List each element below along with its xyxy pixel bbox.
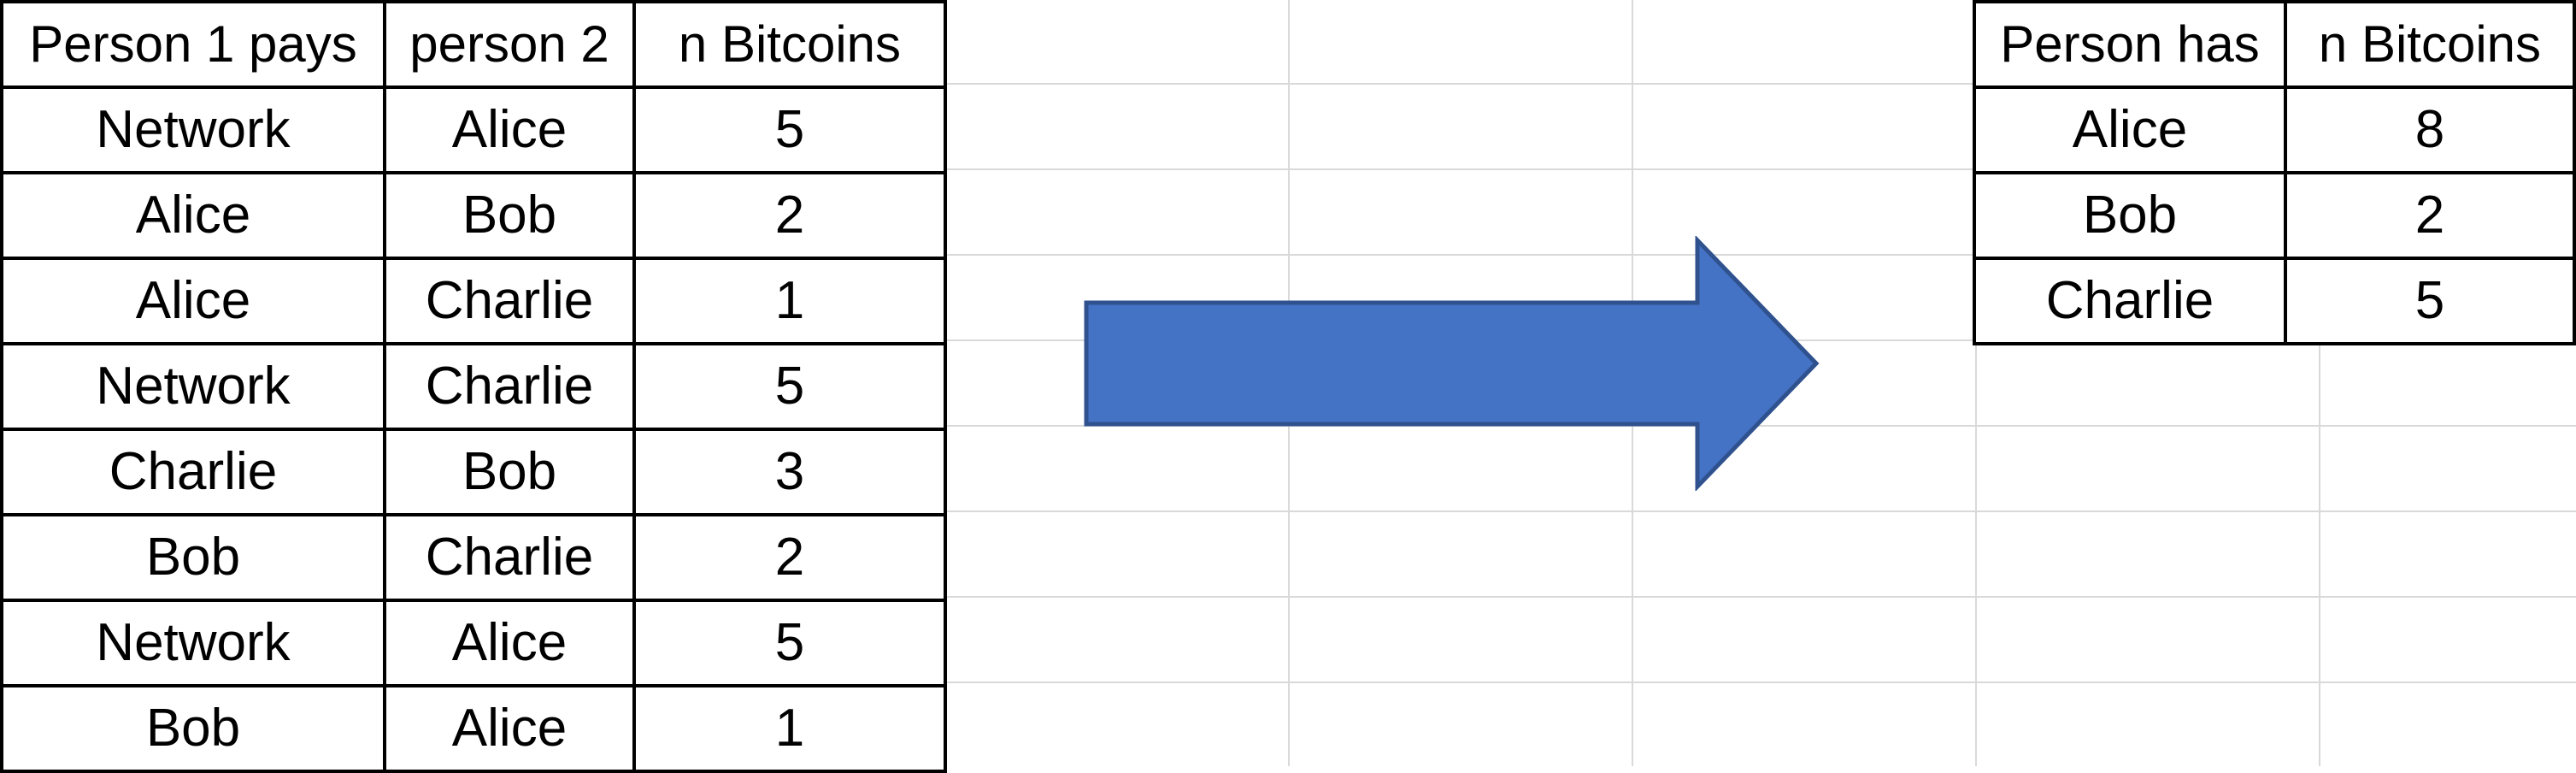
table-row: Network Charlie 5 bbox=[0, 342, 947, 431]
cell-payer[interactable]: Network bbox=[0, 86, 386, 174]
header-payer[interactable]: Person 1 pays bbox=[0, 0, 386, 89]
table-row: Charlie 5 bbox=[1973, 257, 2576, 345]
cell-payer[interactable]: Network bbox=[0, 599, 386, 687]
cell-payer[interactable]: Alice bbox=[0, 171, 386, 260]
cell-amount[interactable]: 5 bbox=[632, 599, 947, 687]
header-amount[interactable]: n Bitcoins bbox=[632, 0, 947, 89]
table-header-row: Person has n Bitcoins bbox=[1973, 0, 2576, 89]
cell-balance[interactable]: 2 bbox=[2284, 171, 2576, 260]
table-row: Bob Alice 1 bbox=[0, 684, 947, 773]
cell-payee[interactable]: Alice bbox=[383, 599, 636, 687]
cell-payee[interactable]: Alice bbox=[383, 86, 636, 174]
header-payee[interactable]: person 2 bbox=[383, 0, 636, 89]
cell-payee[interactable]: Charlie bbox=[383, 513, 636, 602]
table-row: Network Alice 5 bbox=[0, 599, 947, 687]
cell-payer[interactable]: Bob bbox=[0, 513, 386, 602]
cell-amount[interactable]: 1 bbox=[632, 257, 947, 345]
right-arrow-icon bbox=[1084, 236, 1820, 491]
cell-payer[interactable]: Network bbox=[0, 342, 386, 431]
cell-payer[interactable]: Charlie bbox=[0, 428, 386, 516]
table-row: Alice Bob 2 bbox=[0, 171, 947, 260]
cell-payee[interactable]: Alice bbox=[383, 684, 636, 773]
cell-payee[interactable]: Charlie bbox=[383, 257, 636, 345]
table-row: Bob 2 bbox=[1973, 171, 2576, 260]
cell-payee[interactable]: Bob bbox=[383, 171, 636, 260]
cell-payee[interactable]: Charlie bbox=[383, 342, 636, 431]
cell-amount[interactable]: 2 bbox=[632, 171, 947, 260]
cell-balance[interactable]: 8 bbox=[2284, 86, 2576, 174]
cell-amount[interactable]: 3 bbox=[632, 428, 947, 516]
cell-payee[interactable]: Bob bbox=[383, 428, 636, 516]
cell-amount[interactable]: 1 bbox=[632, 684, 947, 773]
cell-payer[interactable]: Bob bbox=[0, 684, 386, 773]
cell-amount[interactable]: 2 bbox=[632, 513, 947, 602]
cell-amount[interactable]: 5 bbox=[632, 86, 947, 174]
table-row: Charlie Bob 3 bbox=[0, 428, 947, 516]
table-row: Bob Charlie 2 bbox=[0, 513, 947, 602]
transactions-table: Person 1 pays person 2 n Bitcoins Networ… bbox=[0, 0, 947, 773]
table-row: Alice 8 bbox=[1973, 86, 2576, 174]
cell-person[interactable]: Charlie bbox=[1973, 257, 2287, 345]
cell-person[interactable]: Alice bbox=[1973, 86, 2287, 174]
header-person[interactable]: Person has bbox=[1973, 0, 2287, 89]
table-row: Alice Charlie 1 bbox=[0, 257, 947, 345]
header-balance[interactable]: n Bitcoins bbox=[2284, 0, 2576, 89]
cell-balance[interactable]: 5 bbox=[2284, 257, 2576, 345]
cell-payer[interactable]: Alice bbox=[0, 257, 386, 345]
arrow-shape bbox=[1084, 236, 1820, 491]
table-row: Network Alice 5 bbox=[0, 86, 947, 174]
table-header-row: Person 1 pays person 2 n Bitcoins bbox=[0, 0, 947, 89]
cell-amount[interactable]: 5 bbox=[632, 342, 947, 431]
cell-person[interactable]: Bob bbox=[1973, 171, 2287, 260]
balances-table: Person has n Bitcoins Alice 8 Bob 2 Char… bbox=[1973, 0, 2576, 345]
